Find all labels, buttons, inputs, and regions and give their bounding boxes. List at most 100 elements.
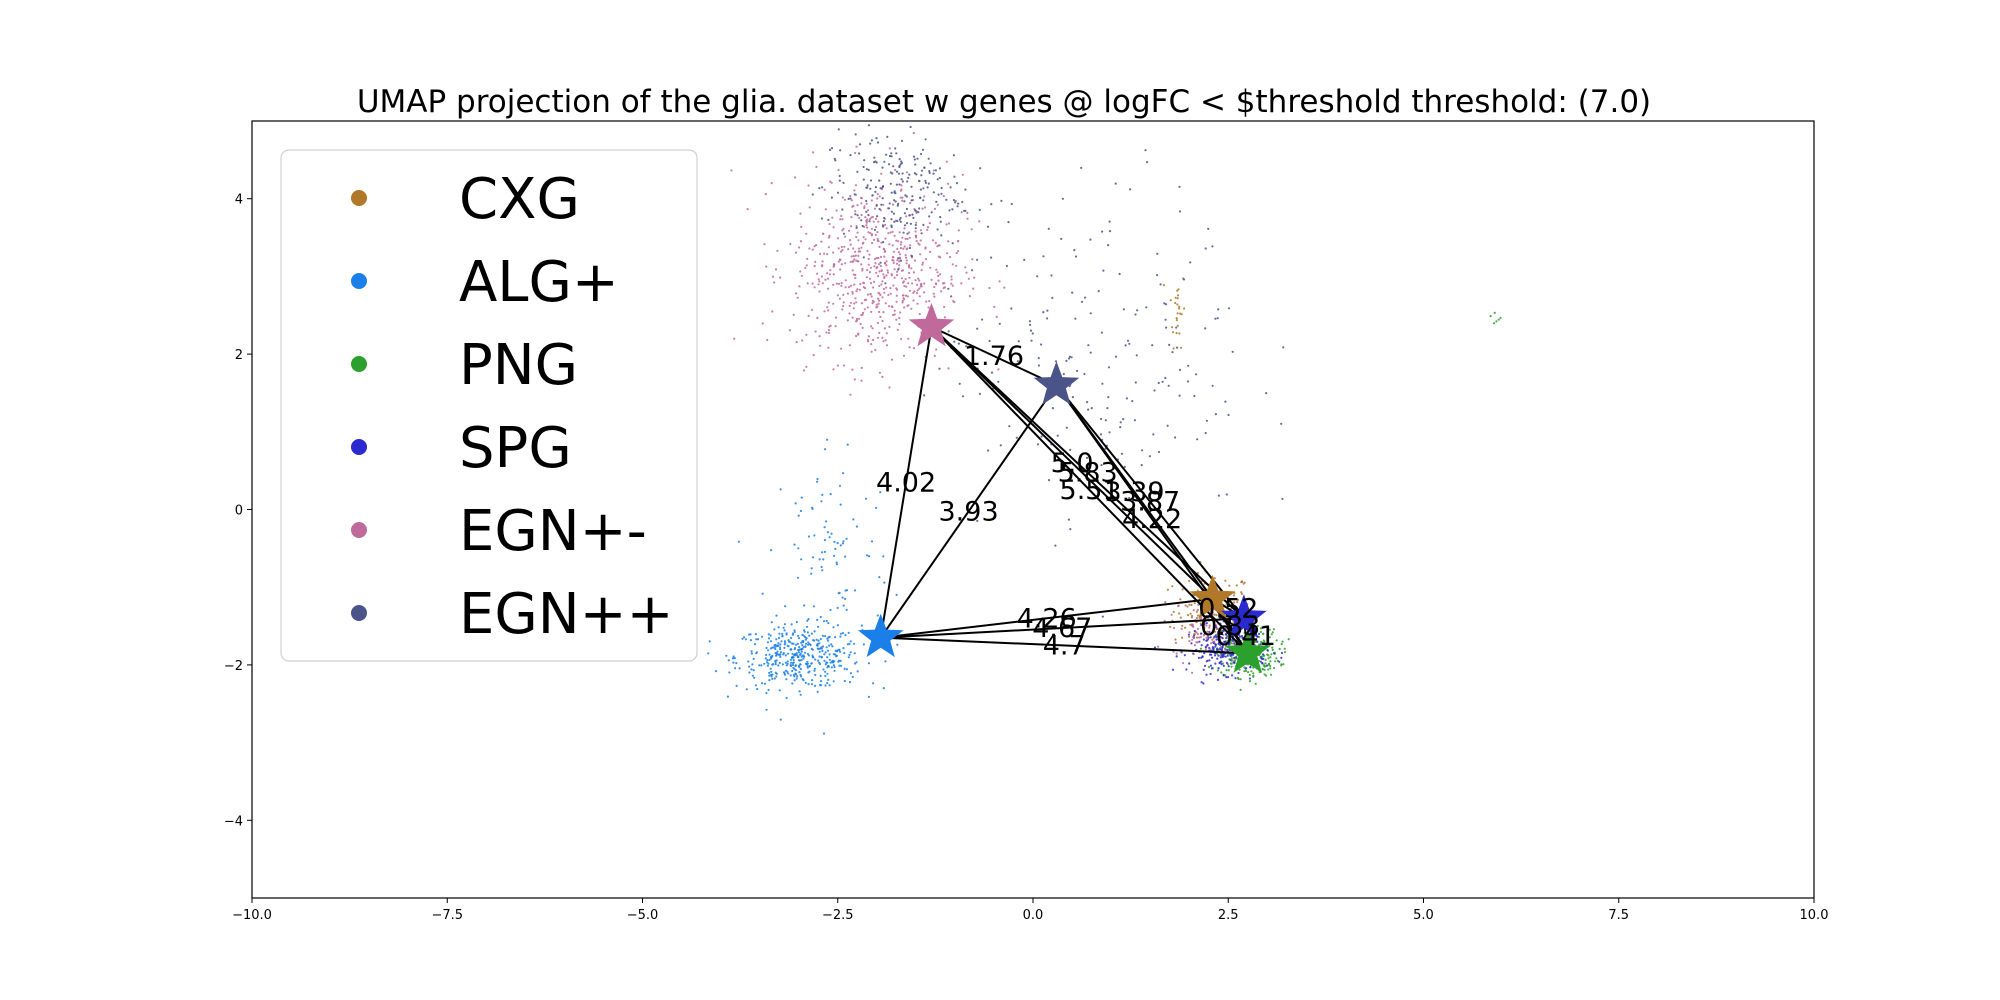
data-point [798, 671, 801, 674]
data-point [758, 664, 761, 667]
data-point [803, 604, 806, 607]
data-point [773, 628, 776, 631]
data-point [1180, 651, 1183, 654]
data-point [837, 592, 840, 595]
data-point [895, 262, 899, 265]
data-point [900, 277, 904, 280]
data-point [1193, 394, 1196, 398]
data-point [894, 168, 897, 172]
data-point [765, 646, 768, 650]
data-point [936, 203, 939, 206]
data-point [863, 205, 866, 208]
data-point [864, 238, 867, 241]
data-point [1119, 426, 1122, 429]
data-point [1236, 676, 1239, 679]
data-point [1071, 396, 1074, 399]
data-point [760, 664, 763, 667]
data-point [1188, 639, 1191, 643]
data-point [826, 306, 829, 309]
data-point [912, 216, 915, 219]
data-point [1149, 508, 1152, 511]
data-point [786, 662, 789, 665]
data-point [870, 310, 873, 313]
data-point [949, 186, 952, 189]
data-point [875, 506, 878, 509]
data-point [1213, 654, 1217, 657]
data-point [882, 273, 885, 276]
data-point [868, 253, 871, 256]
data-point [764, 657, 767, 660]
data-point [839, 268, 842, 271]
data-point [908, 289, 912, 292]
data-point [842, 540, 845, 543]
data-point [797, 664, 801, 668]
data-point [783, 623, 787, 626]
data-point [875, 257, 878, 260]
data-point [1037, 364, 1040, 367]
data-point [894, 147, 897, 150]
data-point [1104, 419, 1107, 422]
data-point [822, 620, 826, 623]
data-point [779, 276, 782, 279]
data-point [836, 364, 840, 367]
data-point [734, 667, 737, 670]
data-point [823, 653, 826, 656]
data-point [872, 286, 875, 289]
data-point [945, 223, 948, 226]
data-point [1068, 355, 1071, 358]
data-point [761, 592, 764, 595]
data-point [893, 220, 896, 223]
data-point [1224, 633, 1228, 636]
data-point [903, 298, 906, 301]
data-point [838, 664, 841, 667]
data-point [1079, 455, 1082, 458]
data-point [883, 255, 886, 258]
data-point [860, 379, 863, 382]
scatter-points [707, 124, 1502, 735]
data-point [897, 268, 900, 271]
data-point [898, 316, 901, 320]
data-point [823, 659, 826, 663]
data-point [825, 619, 828, 623]
data-point [925, 300, 928, 303]
data-point [1175, 317, 1178, 320]
data-point [1069, 448, 1072, 451]
data-point [904, 294, 908, 297]
data-point [1042, 311, 1045, 314]
data-point [838, 648, 841, 651]
data-point [819, 252, 822, 256]
centroid-stars [857, 302, 1271, 673]
data-point [897, 251, 901, 254]
data-point [916, 302, 919, 305]
data-point [885, 227, 888, 230]
data-point [727, 659, 730, 662]
data-point [796, 675, 799, 678]
data-point [769, 634, 772, 637]
data-point [806, 662, 810, 665]
data-point [1267, 654, 1270, 657]
data-point [1189, 612, 1192, 615]
data-point [810, 567, 813, 570]
data-point [876, 215, 879, 218]
data-point [842, 232, 846, 235]
data-point [843, 652, 846, 655]
data-point [1174, 296, 1177, 299]
data-point [916, 289, 919, 292]
data-point [878, 245, 881, 249]
data-point [1040, 343, 1043, 346]
data-point [748, 633, 751, 636]
data-point [824, 208, 827, 211]
data-point [883, 160, 886, 163]
data-point [1205, 624, 1208, 627]
data-point [1084, 296, 1087, 299]
data-point [854, 589, 857, 592]
data-point [866, 226, 869, 229]
data-point [908, 236, 911, 239]
data-point [806, 631, 810, 634]
data-point [1216, 633, 1219, 636]
data-point [924, 247, 927, 250]
series-points-1 [707, 438, 899, 735]
data-point [880, 269, 883, 273]
data-point [1145, 306, 1148, 309]
data-point [1060, 237, 1063, 240]
